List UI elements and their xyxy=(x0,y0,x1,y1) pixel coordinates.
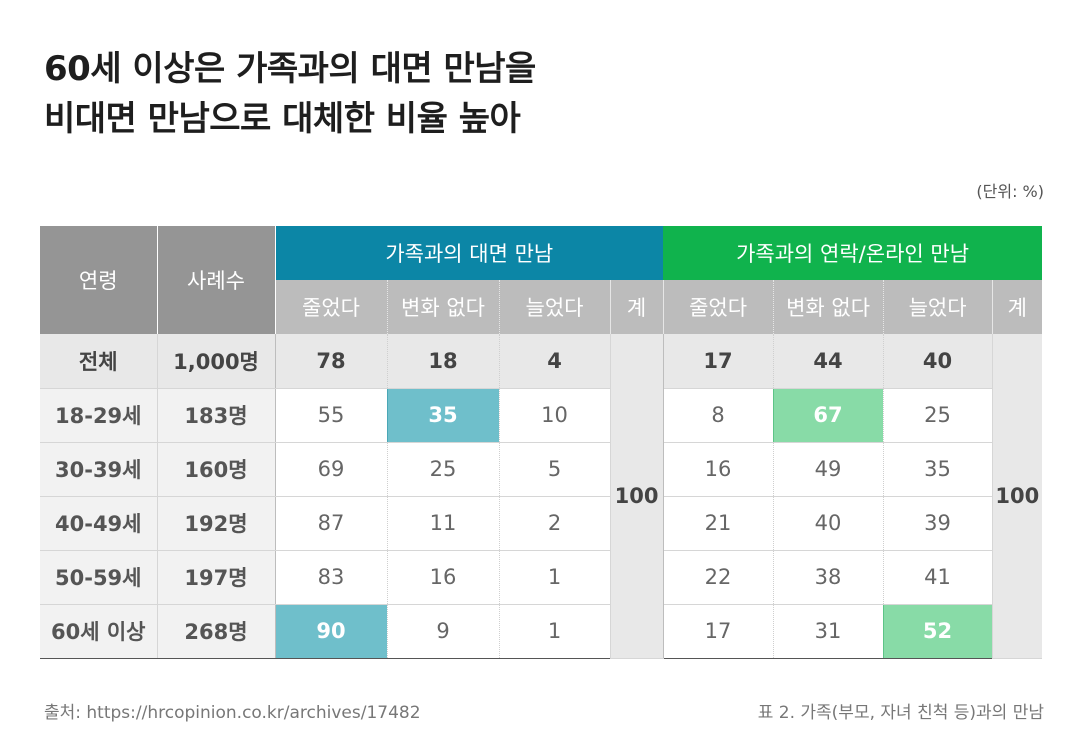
cell-face-nochange-highlight: 35 xyxy=(386,387,500,443)
cell-face-nochange: 25 xyxy=(387,442,500,497)
cell-online-nochange: 40 xyxy=(773,496,884,551)
cell-online-increased: 39 xyxy=(883,496,993,551)
row-count: 183명 xyxy=(157,388,276,443)
header-face-increased: 늘었다 xyxy=(499,280,611,334)
cell-online-nochange-highlight: 67 xyxy=(772,387,884,443)
header-count: 사례수 xyxy=(157,226,276,334)
header-face-group: 가족과의 대면 만남 xyxy=(275,226,664,280)
row-count: 268명 xyxy=(157,604,276,659)
row-count: 160명 xyxy=(157,442,276,497)
table-row: 50-59세 197명 83 16 1 22 38 41 xyxy=(40,550,1042,605)
cell-face-increased: 5 xyxy=(499,442,611,497)
table-row: 전체 1,000명 78 18 4 100 17 44 40 100 xyxy=(40,334,1043,659)
cell-face-nochange: 9 xyxy=(387,604,500,659)
source-note: 출처: https://hrcopinion.co.kr/archives/17… xyxy=(44,703,421,723)
header-online-decreased: 줄었다 xyxy=(663,280,774,334)
cell-face-decreased: 83 xyxy=(275,550,388,605)
header-online-increased: 늘었다 xyxy=(883,280,993,334)
cell-face-nochange: 16 xyxy=(387,550,500,605)
cell-online-increased-highlight: 52 xyxy=(882,603,993,659)
row-count: 197명 xyxy=(157,550,276,605)
data-table: 연령 사례수 가족과의 대면 만남 가족과의 연락/온라인 만남 줄었다 변화 … xyxy=(40,226,1043,659)
cell-online-nochange: 38 xyxy=(773,550,884,605)
page-title: 60세 이상은 가족과의 대면 만남을 비대면 만남으로 대체한 비율 높아 xyxy=(44,44,536,144)
table-row: 40-49세 192명 87 11 2 21 40 39 xyxy=(40,496,1042,551)
table-row: 18-29세 183명 55 35 10 8 67 25 xyxy=(40,387,1042,443)
table-row: 30-39세 160명 69 25 5 16 49 35 xyxy=(40,442,1042,497)
row-label: 40-49세 xyxy=(40,496,158,551)
cell-face-decreased: 55 xyxy=(275,388,388,443)
cell-online-decreased: 17 xyxy=(663,334,774,389)
face-total: 100 xyxy=(610,334,664,659)
header-face-decreased: 줄었다 xyxy=(275,280,388,334)
cell-online-decreased: 16 xyxy=(663,442,774,497)
cell-face-increased: 10 xyxy=(499,388,611,443)
table-caption: 표 2. 가족(부모, 자녀 친척 등)과의 만남 xyxy=(757,703,1044,723)
title-line-2: 비대면 만남으로 대체한 비율 높아 xyxy=(44,99,521,139)
header-face-nochange: 변화 없다 xyxy=(387,280,500,334)
cell-online-nochange: 44 xyxy=(773,334,884,389)
cell-online-increased: 25 xyxy=(883,388,993,443)
cell-online-increased: 40 xyxy=(883,334,993,389)
cell-face-increased: 4 xyxy=(499,334,611,389)
cell-face-increased: 1 xyxy=(499,604,611,659)
row-count: 192명 xyxy=(157,496,276,551)
cell-online-nochange: 31 xyxy=(773,604,884,659)
cell-online-decreased: 21 xyxy=(663,496,774,551)
row-label: 60세 이상 xyxy=(40,604,158,659)
row-label: 18-29세 xyxy=(40,388,158,443)
header-age: 연령 xyxy=(40,226,158,334)
cell-face-decreased: 78 xyxy=(275,334,388,389)
cell-face-nochange: 11 xyxy=(387,496,500,551)
header-online-group: 가족과의 연락/온라인 만남 xyxy=(663,226,1043,280)
header-online-total: 계 xyxy=(992,280,1043,334)
unit-label: (단위: %) xyxy=(976,182,1044,201)
cell-online-nochange: 49 xyxy=(773,442,884,497)
row-count: 1,000명 xyxy=(157,334,276,389)
cell-online-increased: 35 xyxy=(883,442,993,497)
row-label: 50-59세 xyxy=(40,550,158,605)
cell-face-nochange: 18 xyxy=(387,334,500,389)
cell-online-decreased: 8 xyxy=(663,388,774,443)
cell-online-increased: 41 xyxy=(883,550,993,605)
cell-online-decreased: 22 xyxy=(663,550,774,605)
online-total: 100 xyxy=(992,334,1043,659)
cell-face-increased: 1 xyxy=(499,550,611,605)
cell-online-decreased: 17 xyxy=(663,604,774,659)
title-line-1: 60세 이상은 가족과의 대면 만남을 xyxy=(44,49,536,89)
row-label: 전체 xyxy=(40,334,158,389)
header-online-nochange: 변화 없다 xyxy=(773,280,884,334)
row-label: 30-39세 xyxy=(40,442,158,497)
cell-face-increased: 2 xyxy=(499,496,611,551)
cell-face-decreased: 69 xyxy=(275,442,388,497)
table-row: 60세 이상 268명 90 9 1 17 31 52 xyxy=(40,603,1042,659)
header-face-total: 계 xyxy=(610,280,664,334)
cell-face-decreased-highlight: 90 xyxy=(274,603,388,659)
cell-face-decreased: 87 xyxy=(275,496,388,551)
